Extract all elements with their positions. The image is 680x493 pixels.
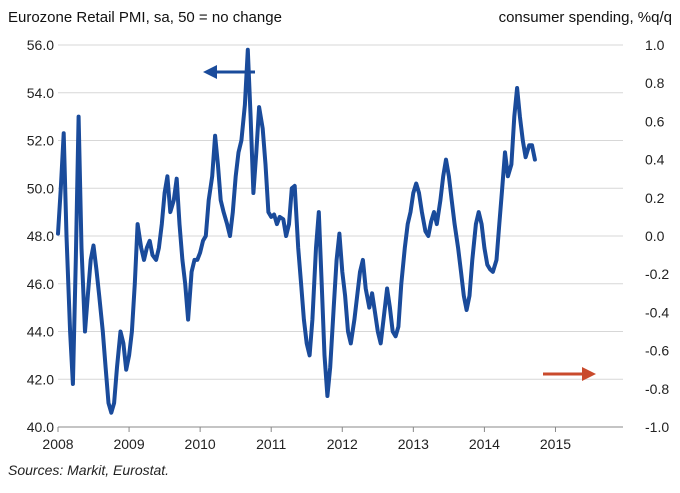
right-tick-label: -1.0 [645, 419, 669, 435]
left-tick-label: 46.0 [27, 276, 54, 292]
left-tick-label: 56.0 [27, 37, 54, 53]
left-tick-label: 54.0 [27, 85, 54, 101]
right-tick-label: -0.8 [645, 381, 669, 397]
right-tick-label: 1.0 [645, 37, 665, 53]
series-lines [56, 47, 537, 415]
axis-arrows [203, 65, 596, 381]
right-tick-label: -0.4 [645, 304, 669, 320]
left-axis-arrow [203, 65, 255, 79]
left-tick-label: 40.0 [27, 419, 54, 435]
left-tick-label: 48.0 [27, 228, 54, 244]
right-tick-label: -0.6 [645, 343, 669, 359]
x-tick-label: 2014 [469, 436, 500, 452]
right-tick-label: 0.2 [645, 190, 665, 206]
x-tick-label: 2009 [113, 436, 144, 452]
left-axis-ticks: 40.0 42.0 44.0 46.0 48.0 50.0 52.0 54.0 56.0 [27, 37, 54, 435]
pmi-series-line [56, 47, 537, 415]
left-tick-label: 44.0 [27, 324, 54, 340]
x-axis-ticks: 2008 2009 2010 2011 2012 2013 2014 2015 [42, 427, 571, 452]
title-right: consumer spending, %q/q [499, 9, 672, 26]
right-tick-label: 0.0 [645, 228, 665, 244]
x-tick-label: 2012 [327, 436, 358, 452]
right-tick-label: 0.4 [645, 152, 665, 168]
right-tick-label: 0.6 [645, 113, 665, 129]
left-tick-label: 42.0 [27, 371, 54, 387]
x-tick-label: 2010 [185, 436, 216, 452]
left-tick-label: 52.0 [27, 133, 54, 149]
title-left: Eurozone Retail PMI, sa, 50 = no change [8, 9, 282, 26]
x-tick-label: 2013 [398, 436, 429, 452]
right-tick-label: -0.2 [645, 266, 669, 282]
right-tick-label: 0.8 [645, 75, 665, 91]
right-axis-ticks: -1.0 -0.8 -0.6 -0.4 -0.2 0.0 0.2 0.4 0.6 0.8 1.0 [645, 37, 669, 435]
source-note: Sources: Markit, Eurostat. [8, 462, 170, 478]
x-tick-label: 2011 [256, 436, 286, 452]
left-tick-label: 50.0 [27, 180, 54, 196]
x-tick-label: 2015 [540, 436, 571, 452]
right-axis-arrow [543, 367, 596, 381]
x-tick-label: 2008 [42, 436, 73, 452]
